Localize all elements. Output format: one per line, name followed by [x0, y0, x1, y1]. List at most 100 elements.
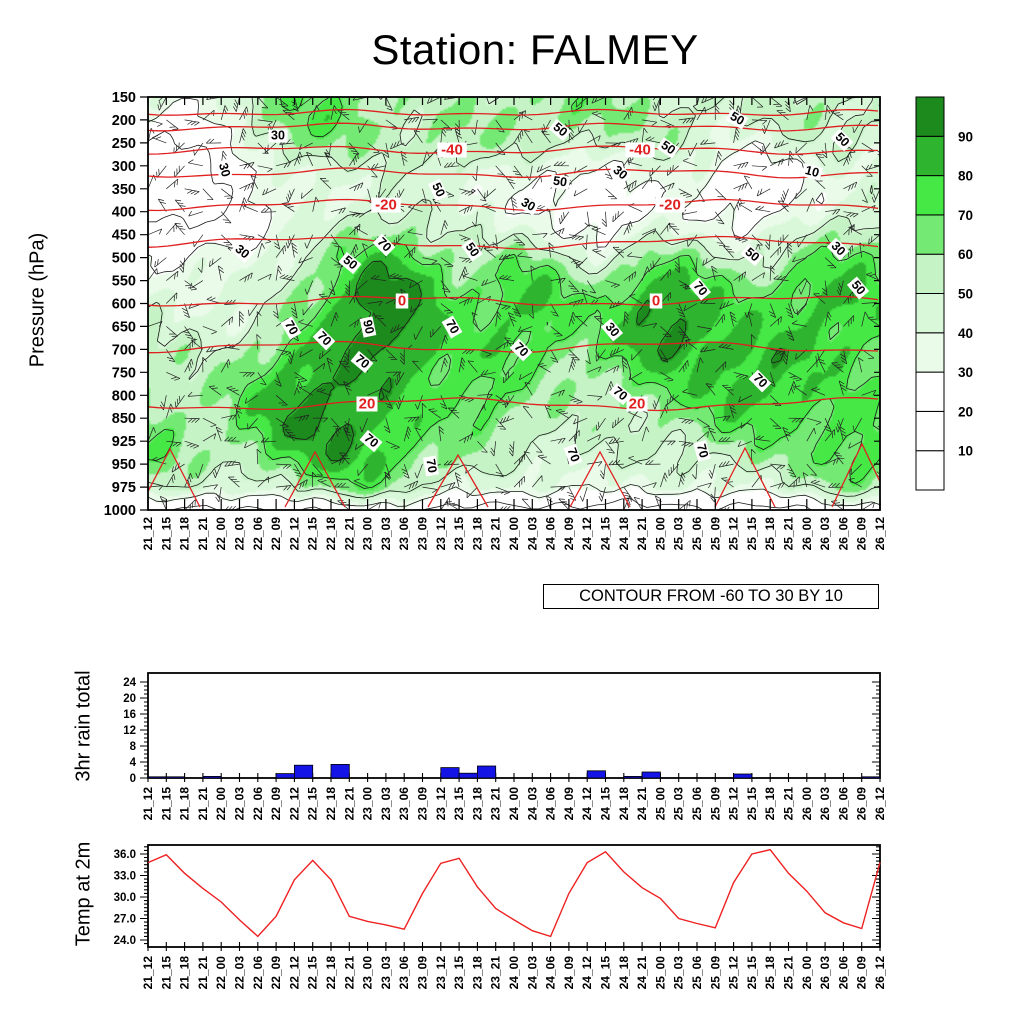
time-tick-label: 24_21	[635, 517, 649, 551]
colorbar-tick-label: 50	[958, 287, 973, 302]
time-tick-label: 24_09	[562, 787, 576, 821]
time-tick-label: 21_12	[141, 787, 155, 821]
time-tick-label: 23_00	[361, 956, 375, 990]
temp-tick-label: 30.0	[114, 892, 136, 904]
time-tick-label: 23_00	[361, 787, 375, 821]
svg-text:70: 70	[691, 279, 711, 299]
colorbar-tick-label: 20	[958, 404, 973, 419]
contour-label: 50	[725, 108, 749, 130]
time-tick-label: 22_21	[342, 517, 356, 551]
rain-bar	[147, 776, 167, 779]
svg-text:50: 50	[463, 240, 482, 259]
contour-label: 50	[338, 251, 362, 275]
time-tick-label: 22_00	[214, 787, 228, 821]
colorbar-cell	[915, 253, 945, 294]
svg-text:70: 70	[694, 442, 711, 459]
svg-text:50: 50	[429, 181, 448, 200]
time-tick-label: 23_09	[416, 956, 430, 990]
svg-text:70: 70	[314, 329, 334, 349]
time-tick-label: 23_03	[379, 956, 393, 990]
pressure-tick-label: 400	[112, 205, 136, 221]
svg-text:0: 0	[652, 293, 660, 310]
svg-text:70: 70	[361, 431, 381, 451]
time-tick-label: 21_12	[141, 517, 155, 551]
time-tick-label: 26_03	[818, 956, 832, 990]
time-tick-label: 24_15	[599, 517, 613, 551]
contour-label: 70	[422, 455, 440, 477]
time-tick-label: 24_21	[635, 787, 649, 821]
time-tick-label: 23_09	[416, 787, 430, 821]
colorbar-tick-label: 10	[958, 444, 973, 459]
colorbar-cell	[915, 371, 945, 412]
rain-panel-time-labels: 21_12 21_15 21_18 21_21 22_00 22_03 22_06 22_09…	[141, 787, 887, 821]
svg-text:50: 50	[832, 130, 852, 150]
rain-bar	[733, 773, 753, 779]
time-tick-label: 22_12	[287, 517, 301, 551]
rain-tick-label: 20	[123, 693, 136, 705]
svg-text:50: 50	[849, 278, 869, 298]
svg-text:-20: -20	[375, 197, 397, 214]
time-tick-label: 25_00	[653, 517, 667, 551]
contour-label: 10	[801, 163, 823, 181]
time-tick-label: 23_18	[470, 517, 484, 551]
time-tick-label: 24_03	[525, 517, 539, 551]
contour-label: 70	[441, 315, 463, 339]
pressure-tick-label: 200	[112, 113, 136, 129]
time-tick-label: 22_18	[324, 517, 338, 551]
rain-tick-label: 12	[123, 725, 136, 737]
rain-tick-label: 16	[123, 709, 136, 721]
svg-text:70: 70	[443, 317, 462, 336]
time-tick-label: 26_09	[855, 517, 869, 551]
contour-label: 50	[830, 128, 854, 152]
temp-panel-time-labels: 21_12 21_15 21_18 21_21 22_00 22_03 22_06 22_09…	[141, 956, 887, 990]
time-tick-label: 22_15	[306, 956, 320, 990]
time-tick-label: 24_06	[544, 956, 558, 990]
rain-bar	[861, 776, 881, 779]
time-tick-label: 22_03	[233, 787, 247, 821]
time-tick-label: 22_03	[233, 956, 247, 990]
time-tick-label: 23_21	[489, 787, 503, 821]
time-tick-label: 26_09	[855, 787, 869, 821]
time-tick-label: 25_03	[672, 517, 686, 551]
time-tick-label: 23_12	[434, 787, 448, 821]
rain-bars	[147, 764, 881, 779]
time-tick-label: 21_18	[178, 787, 192, 821]
time-tick-label: 25_18	[763, 517, 777, 551]
contour-label: 70	[359, 429, 383, 453]
time-tick-label: 25_06	[690, 517, 704, 551]
time-tick-label: 24_18	[617, 517, 631, 551]
svg-text:10: 10	[804, 163, 821, 180]
time-tick-label: 23_09	[416, 517, 430, 551]
contour-label: -40	[625, 142, 655, 159]
colorbar-cell	[915, 135, 945, 177]
pressure-tick-label: 450	[112, 228, 136, 244]
colorbar-tick-label: 40	[958, 326, 973, 341]
svg-text:50: 50	[728, 109, 747, 128]
svg-text:70: 70	[282, 318, 301, 337]
time-tick-label: 25_06	[690, 956, 704, 990]
time-tick-label: 26_09	[855, 956, 869, 990]
pressure-tick-label: 950	[112, 457, 136, 473]
svg-text:70: 70	[423, 458, 439, 474]
time-tick-label: 24_18	[617, 787, 631, 821]
time-tick-label: 23_15	[452, 787, 466, 821]
contour-label: 70	[280, 316, 302, 340]
temp-tick-label: 27.0	[114, 913, 136, 925]
time-tick-label: 26_03	[818, 517, 832, 551]
rain-bar	[202, 776, 222, 779]
svg-text:30: 30	[232, 242, 252, 262]
colorbar-cell	[915, 332, 945, 373]
time-tick-label: 24_21	[635, 956, 649, 990]
time-tick-label: 25_03	[672, 956, 686, 990]
time-tick-label: 22_15	[306, 517, 320, 551]
pressure-tick-label: 150	[112, 90, 136, 106]
contour-label: 30	[268, 129, 288, 143]
pressure-tick-label: 975	[112, 480, 136, 496]
rain-panel: 0 4 8 12 16 20 24	[123, 672, 881, 785]
pressure-tick-label: 650	[112, 319, 136, 335]
time-tick-label: 22_09	[269, 787, 283, 821]
time-tick-label: 21_15	[159, 956, 173, 990]
time-tick-label: 22_12	[287, 787, 301, 821]
time-tick-label: 26_06	[836, 787, 850, 821]
time-tick-label: 21_12	[141, 956, 155, 990]
